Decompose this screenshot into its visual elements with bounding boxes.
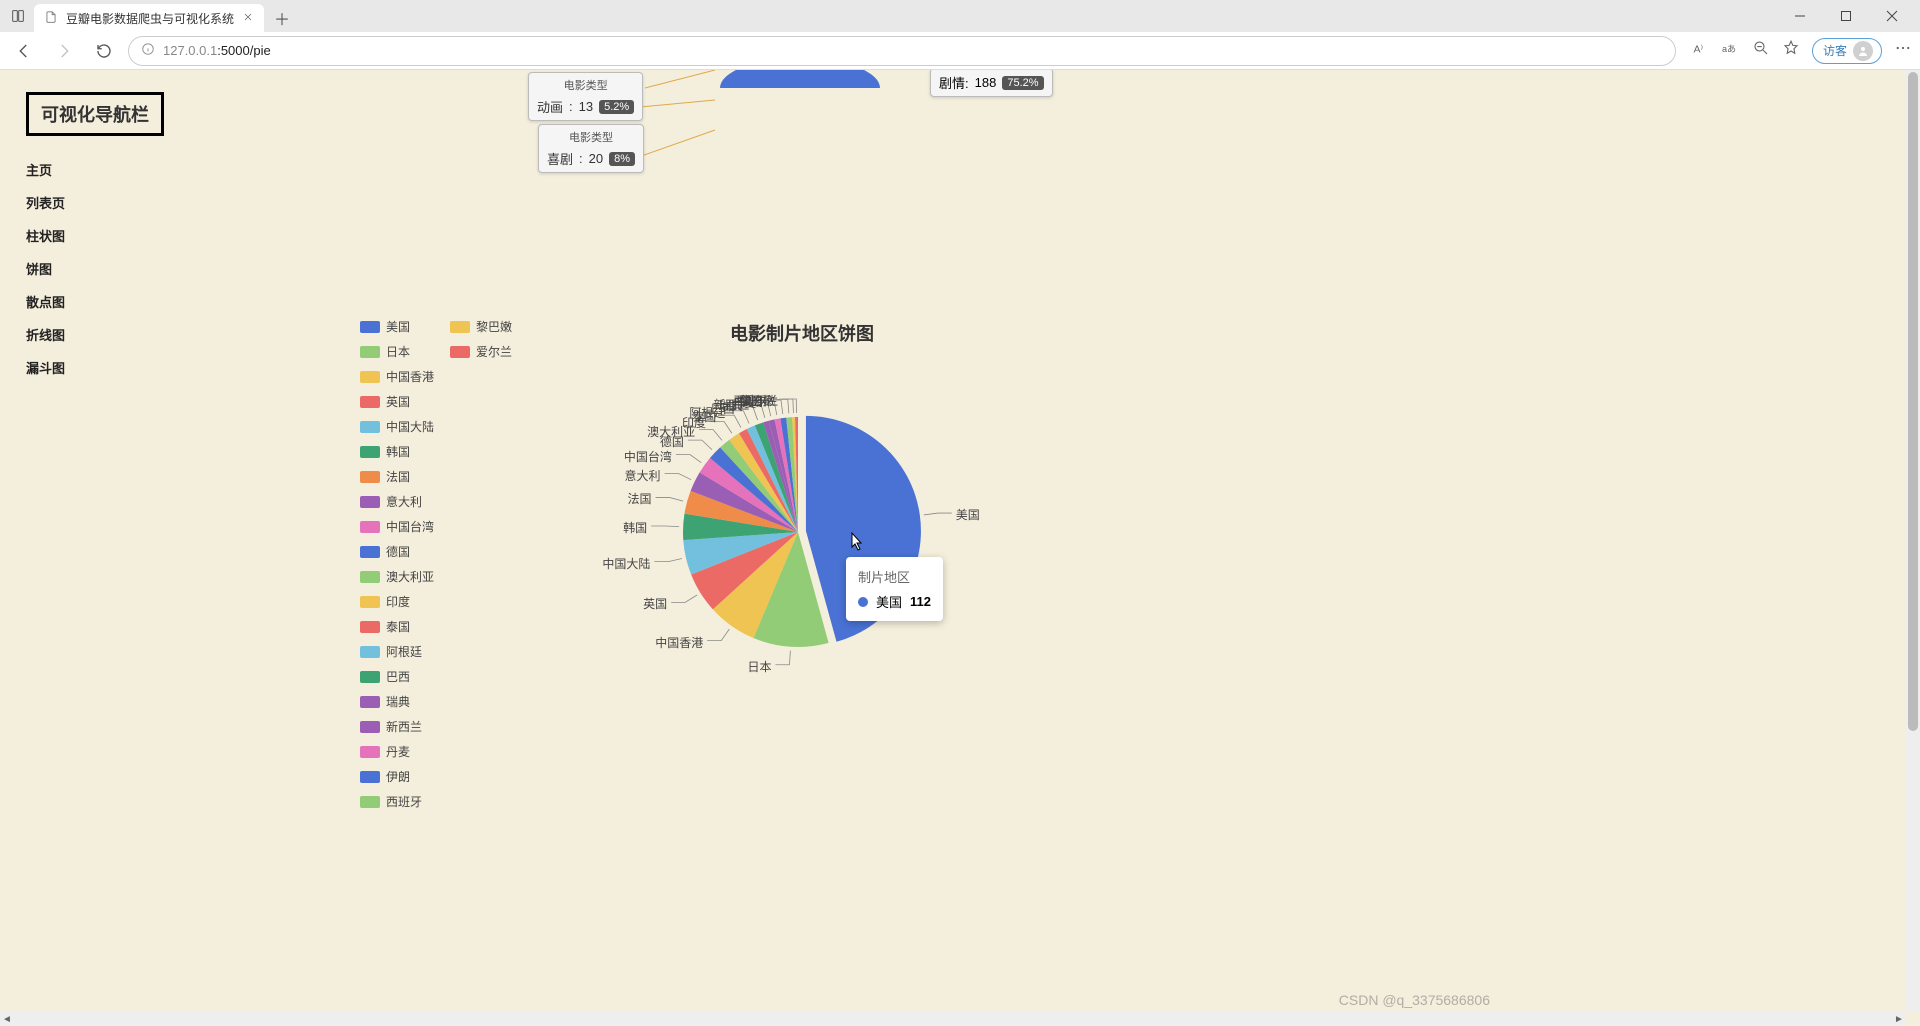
- url-host: 127.0.0.1: [163, 43, 217, 58]
- refresh-button[interactable]: [88, 35, 120, 67]
- legend-item[interactable]: 泰国: [360, 616, 434, 637]
- url-input[interactable]: 127.0.0.1:5000/pie: [128, 36, 1676, 66]
- chart-tooltip: 制片地区 美国 112: [846, 557, 943, 621]
- slice-label: 英国: [643, 595, 667, 612]
- translate-icon[interactable]: aあ: [1722, 39, 1740, 62]
- chart-legend: 美国日本中国香港英国中国大陆韩国法国意大利中国台湾德国澳大利亚印度泰国阿根廷巴西…: [360, 316, 512, 812]
- legend-item[interactable]: 巴西: [360, 666, 434, 687]
- vertical-scrollbar[interactable]: [1906, 70, 1920, 1012]
- legend-item[interactable]: 英国: [360, 391, 434, 412]
- chart-title: 电影制片地区饼图: [730, 320, 874, 346]
- legend-item[interactable]: 黎巴嫩: [450, 316, 512, 337]
- window-controls: [1778, 1, 1914, 31]
- tab-title: 豆瓣电影数据爬虫与可视化系统: [66, 10, 234, 27]
- legend-item[interactable]: 德国: [360, 541, 434, 562]
- legend-item[interactable]: 西班牙: [360, 791, 434, 812]
- nav-link-0[interactable]: 主页: [26, 160, 164, 179]
- forward-button[interactable]: [48, 35, 80, 67]
- window-minimize-button[interactable]: [1778, 1, 1822, 31]
- legend-item[interactable]: 印度: [360, 591, 434, 612]
- tab-close-icon[interactable]: [242, 11, 254, 26]
- legend-item[interactable]: 丹麦: [360, 741, 434, 762]
- browser-chrome: 豆瓣电影数据爬虫与可视化系统 ＋ 127.0.0.1:5000/pie A⁾ a…: [0, 0, 1920, 70]
- legend-item[interactable]: 法国: [360, 466, 434, 487]
- nav-link-2[interactable]: 柱状图: [26, 226, 164, 245]
- svg-text:A⁾: A⁾: [1693, 44, 1703, 56]
- tab-strip: 豆瓣电影数据爬虫与可视化系统 ＋: [0, 0, 1920, 32]
- site-info-icon[interactable]: [141, 42, 155, 59]
- slice-label: 韩国: [623, 519, 647, 536]
- legend-item[interactable]: 日本: [360, 341, 434, 362]
- zoom-icon[interactable]: [1752, 39, 1770, 62]
- tooltip-dot-icon: [858, 597, 868, 607]
- legend-item[interactable]: 伊朗: [360, 766, 434, 787]
- more-menu-icon[interactable]: [1894, 39, 1912, 62]
- slice-label: 中国香港: [655, 634, 703, 651]
- legend-item[interactable]: 美国: [360, 316, 434, 337]
- new-tab-button[interactable]: ＋: [268, 4, 296, 32]
- address-bar: 127.0.0.1:5000/pie A⁾ aあ 访客: [0, 32, 1920, 70]
- partial-pie-slice: [720, 70, 880, 88]
- nav-link-6[interactable]: 漏斗图: [26, 358, 164, 377]
- slice-label: 爱尔兰: [742, 392, 778, 409]
- tab-actions-icon[interactable]: [6, 4, 30, 28]
- legend-item[interactable]: 阿根廷: [360, 641, 434, 662]
- page-viewport: 可视化导航栏 主页列表页柱状图饼图散点图折线图漏斗图 电影类型 动画: 13 5…: [0, 70, 1920, 1026]
- legend-item[interactable]: 澳大利亚: [360, 566, 434, 587]
- slice-label: 美国: [956, 506, 980, 523]
- profile-button[interactable]: 访客: [1812, 38, 1882, 64]
- tooltip-name: 美国: [876, 592, 902, 611]
- legend-item[interactable]: 中国大陆: [360, 416, 434, 437]
- browser-tab[interactable]: 豆瓣电影数据爬虫与可视化系统: [34, 4, 264, 32]
- legend-item[interactable]: 中国香港: [360, 366, 434, 387]
- genre-tooltip-drama: 剧情:18875.2%: [930, 70, 1053, 97]
- page-favicon-icon: [44, 10, 58, 27]
- legend-item[interactable]: 新西兰: [360, 716, 434, 737]
- genre-tooltip-animation: 电影类型 动画: 13 5.2%: [528, 72, 643, 121]
- horizontal-scrollbar[interactable]: ◄►: [0, 1012, 1906, 1026]
- legend-item[interactable]: 意大利: [360, 491, 434, 512]
- sidebar: 可视化导航栏 主页列表页柱状图饼图散点图折线图漏斗图: [26, 92, 164, 377]
- legend-item[interactable]: 瑞典: [360, 691, 434, 712]
- legend-item[interactable]: 爱尔兰: [450, 341, 512, 362]
- read-aloud-icon[interactable]: A⁾: [1692, 39, 1710, 62]
- slice-label: 法国: [628, 490, 652, 507]
- window-close-button[interactable]: [1870, 1, 1914, 31]
- nav-link-1[interactable]: 列表页: [26, 193, 164, 212]
- nav-link-5[interactable]: 折线图: [26, 325, 164, 344]
- slice-label: 意大利: [625, 467, 661, 484]
- avatar-icon: [1853, 41, 1873, 61]
- nav-link-4[interactable]: 散点图: [26, 292, 164, 311]
- tooltip-value: 112: [910, 594, 931, 609]
- favorites-icon[interactable]: [1782, 39, 1800, 62]
- window-maximize-button[interactable]: [1824, 1, 1868, 31]
- genre-tooltip-comedy: 电影类型 喜剧: 20 8%: [538, 124, 644, 173]
- mouse-cursor-icon: [845, 531, 865, 553]
- slice-label: 日本: [747, 658, 771, 675]
- legend-item[interactable]: 中国台湾: [360, 516, 434, 537]
- back-button[interactable]: [8, 35, 40, 67]
- legend-item[interactable]: 韩国: [360, 441, 434, 462]
- svg-text:aあ: aあ: [1722, 44, 1736, 54]
- tooltip-header: 制片地区: [858, 567, 931, 586]
- profile-label: 访客: [1823, 42, 1847, 59]
- watermark: CSDN @q_3375686806: [1339, 992, 1490, 1008]
- nav-title: 可视化导航栏: [26, 92, 164, 136]
- nav-link-3[interactable]: 饼图: [26, 259, 164, 278]
- pie-chart[interactable]: [618, 352, 978, 712]
- slice-label: 中国大陆: [602, 555, 650, 572]
- url-path: :5000/pie: [217, 43, 271, 58]
